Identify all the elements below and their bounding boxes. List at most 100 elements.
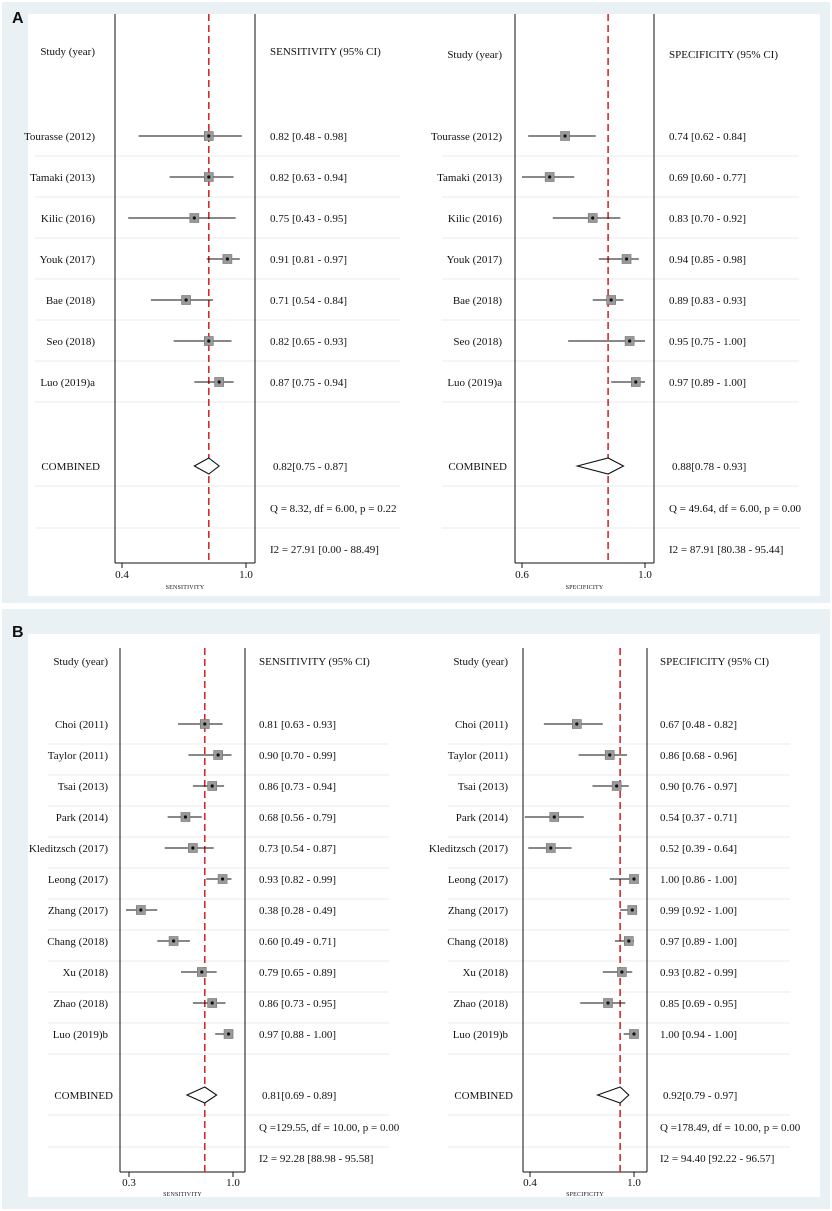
a-spec-study-name: Seo (2018) (453, 336, 502, 348)
a-spec-study-point-estimate (628, 339, 632, 343)
b-spec-study-point-estimate (615, 784, 619, 788)
b-sens-heterogeneity-i2: I2 = 92.28 [88.98 - 95.58] (259, 1153, 373, 1165)
b-sens-study-ci-text: 0.86 [0.73 - 0.94] (259, 781, 336, 793)
a-spec-study-ci-text: 0.94 [0.85 - 0.98] (669, 254, 746, 266)
b-sens-x-tick-label: 0.3 (122, 1177, 136, 1189)
a-sens-study-ci-text: 0.75 [0.43 - 0.95] (270, 213, 347, 225)
a-spec-study-name: Youk (2017) (447, 254, 503, 266)
b-sens-study-name: Kleditzsch (2017) (29, 843, 108, 855)
b-sens-study-point-estimate (226, 1032, 231, 1036)
b-spec-study-ci-text: 0.52 [0.39 - 0.64] (660, 843, 737, 855)
b-sens-study-point-estimate (216, 753, 220, 757)
a-spec-heterogeneity-i2: I2 = 87.91 [80.38 - 95.44] (669, 544, 783, 556)
panel-a-plot-area (28, 14, 820, 596)
a-spec-study-header: Study (year) (447, 49, 502, 61)
b-spec-study-name: Kleditzsch (2017) (429, 843, 508, 855)
b-sens-study-name: Zhao (2018) (53, 998, 108, 1010)
b-spec-study-ci-text: 1.00 [0.94 - 1.00] (660, 1029, 737, 1041)
b-sens-study-name: Taylor (2011) (48, 750, 109, 762)
b-sens-study-ci-text: 0.60 [0.49 - 0.71] (259, 936, 336, 948)
b-spec-study-ci-text: 0.93 [0.82 - 0.99] (660, 967, 737, 979)
b-spec-study-point-estimate (620, 970, 624, 974)
b-sens-study-ci-text: 0.68 [0.56 - 0.79] (259, 812, 336, 824)
b-spec-study-point-estimate (627, 939, 631, 943)
a-spec-study-name: Kilic (2016) (448, 213, 502, 225)
b-spec-heterogeneity-i2: I2 = 94.40 [92.22 - 96.57] (660, 1153, 774, 1165)
b-spec-study-name: Xu (2018) (462, 967, 508, 979)
a-spec-combined-diamond (575, 457, 625, 475)
a-sens-x-tick-label: 0.4 (115, 569, 129, 581)
b-sens-x-axis-label: SENSITIVITY (163, 1192, 202, 1198)
a-spec-study-name: Tourasse (2012) (431, 131, 502, 143)
b-spec-combined-label: COMBINED (454, 1090, 513, 1102)
b-spec-study-ci-text: 1.00 [0.86 - 1.00] (660, 874, 737, 886)
b-sens-study-ci-text: 0.90 [0.70 - 0.99] (259, 750, 336, 762)
b-spec-study-point-estimate (575, 722, 579, 726)
b-sens-study-point-estimate (203, 722, 207, 726)
a-spec-study-ci-text: 0.95 [0.75 - 1.00] (669, 336, 746, 348)
a-sens-study-name: Luo (2019)a (40, 377, 95, 389)
b-sens-study-name: Park (2014) (56, 812, 109, 824)
b-sens-study-name: Leong (2017) (48, 874, 109, 886)
b-sens-study-ci-text: 0.81 [0.63 - 0.93] (259, 719, 336, 731)
b-sens-study-name: Xu (2018) (62, 967, 108, 979)
b-spec-study-ci-text: 0.85 [0.69 - 0.95] (660, 998, 737, 1010)
a-spec-study-name: Luo (2019)a (447, 377, 502, 389)
a-spec-x-tick-label: 1.0 (638, 569, 652, 581)
a-spec-study-point-estimate (563, 134, 567, 138)
b-sens-study-header: Study (year) (53, 656, 108, 668)
a-sens-study-ci-text: 0.82 [0.48 - 0.98] (270, 131, 347, 143)
a-spec-study-ci-text: 0.83 [0.70 - 0.92] (669, 213, 746, 225)
b-spec-x-tick-label: 1.0 (627, 1177, 641, 1189)
a-sens-combined-diamond (193, 457, 221, 475)
a-spec-x-tick-label: 0.6 (515, 569, 529, 581)
a-sens-study-name: Tamaki (2013) (30, 172, 95, 184)
b-spec-ci-header: SPECIFICITY (95% CI) (660, 656, 769, 668)
a-spec-combined-ci-text: 0.88[0.78 - 0.93] (672, 461, 746, 473)
b-spec-study-point-estimate (632, 1032, 636, 1036)
a-sens-study-point-estimate (217, 380, 221, 384)
b-spec-study-name: Chang (2018) (447, 936, 508, 948)
a-sens-ci-header: SENSITIVITY (95% CI) (270, 46, 381, 58)
a-sens-x-tick-label: 1.0 (239, 569, 253, 581)
b-spec-study-point-estimate (552, 815, 556, 819)
b-sens-study-name: Tsai (2013) (58, 781, 109, 793)
b-spec-study-point-estimate (630, 908, 634, 912)
b-sens-study-point-estimate (200, 970, 204, 974)
a-sens-study-ci-text: 0.82 [0.65 - 0.93] (270, 336, 347, 348)
b-sens-ci-header: SENSITIVITY (95% CI) (259, 656, 370, 668)
b-spec-study-point-estimate (632, 877, 636, 881)
b-sens-combined-ci-text: 0.81[0.69 - 0.89] (262, 1090, 336, 1102)
b-spec-study-ci-text: 0.86 [0.68 - 0.96] (660, 750, 737, 762)
a-sens-study-ci-text: 0.91 [0.81 - 0.97] (270, 254, 347, 266)
b-sens-study-ci-text: 0.93 [0.82 - 0.99] (259, 874, 336, 886)
a-spec-study-ci-text: 0.69 [0.60 - 0.77] (669, 172, 746, 184)
b-sens-study-point-estimate (171, 939, 176, 943)
a-spec-study-point-estimate (624, 257, 629, 261)
b-spec-study-point-estimate (606, 1001, 610, 1005)
b-spec-study-name: Park (2014) (456, 812, 509, 824)
b-spec-study-name: Taylor (2011) (448, 750, 509, 762)
b-spec-study-point-estimate (549, 846, 553, 850)
b-sens-study-ci-text: 0.38 [0.28 - 0.49] (259, 905, 336, 917)
a-sens-heterogeneity-i2: I2 = 27.91 [0.00 - 88.49] (270, 544, 379, 556)
a-sens-study-name: Kilic (2016) (41, 213, 95, 225)
b-spec-study-ci-text: 0.67 [0.48 - 0.82] (660, 719, 737, 731)
b-spec-study-header: Study (year) (453, 656, 508, 668)
b-sens-study-name: Zhang (2017) (48, 905, 109, 917)
b-sens-study-ci-text: 0.73 [0.54 - 0.87] (259, 843, 336, 855)
a-spec-study-name: Bae (2018) (453, 295, 503, 307)
b-spec-combined-diamond (595, 1086, 630, 1104)
b-spec-combined-ci-text: 0.92[0.79 - 0.97] (663, 1090, 737, 1102)
b-sens-study-ci-text: 0.79 [0.65 - 0.89] (259, 967, 336, 979)
a-sens-study-ci-text: 0.82 [0.63 - 0.94] (270, 172, 347, 184)
a-spec-study-ci-text: 0.74 [0.62 - 0.84] (669, 131, 746, 143)
a-spec-study-point-estimate (591, 216, 595, 220)
b-spec-study-name: Choi (2011) (455, 719, 508, 731)
b-spec-study-ci-text: 0.97 [0.89 - 1.00] (660, 936, 737, 948)
b-sens-study-name: Luo (2019)b (53, 1029, 109, 1041)
panel-b-letter: B (12, 624, 24, 641)
b-sens-combined-label: COMBINED (54, 1090, 113, 1102)
b-sens-study-name: Chang (2018) (47, 936, 108, 948)
a-spec-study-point-estimate (634, 380, 638, 384)
